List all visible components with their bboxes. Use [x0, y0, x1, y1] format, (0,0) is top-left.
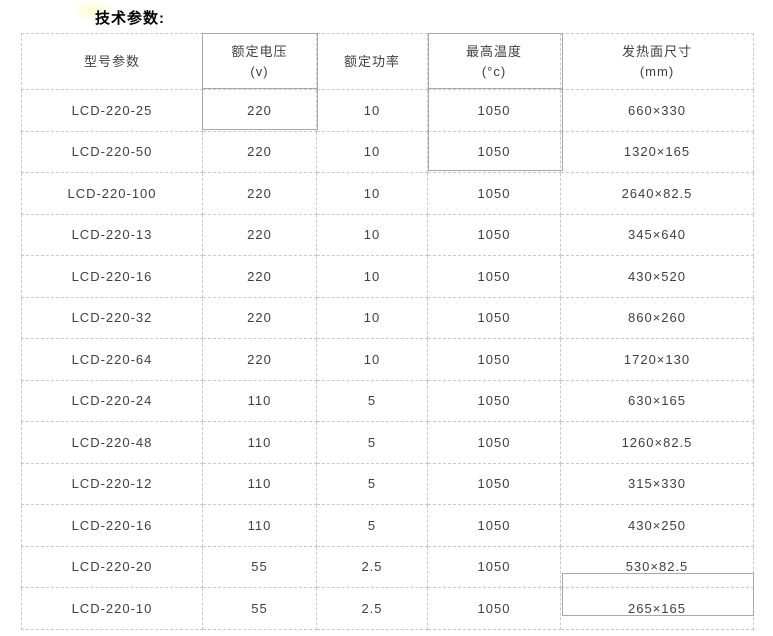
table-cell: 265×165	[560, 587, 754, 630]
table-cell: 2640×82.5	[560, 172, 754, 215]
table-cell: 220	[202, 89, 317, 132]
table-row: LCD-220-13 220 10 1050 345×640	[21, 213, 754, 256]
table-cell: LCD-220-16	[21, 255, 203, 298]
table-cell: 430×250	[560, 504, 754, 547]
table-cell: 1050	[427, 255, 561, 298]
table-cell: 220	[202, 338, 317, 381]
table-cell: LCD-220-20	[21, 545, 203, 588]
table-cell: 220	[202, 130, 317, 173]
table-cell: LCD-220-12	[21, 462, 203, 505]
table-cell: 110	[202, 504, 317, 547]
column-header: 型号参数	[21, 33, 203, 90]
table-cell: LCD-220-24	[21, 379, 203, 422]
table-cell: 1050	[427, 379, 561, 422]
table-cell: LCD-220-32	[21, 296, 203, 339]
table-cell: 2.5	[316, 545, 428, 588]
table-cell: 1050	[427, 338, 561, 381]
table-cell: 315×330	[560, 462, 754, 505]
table-cell: 10	[316, 338, 428, 381]
table-cell: 1050	[427, 130, 561, 173]
table-row: LCD-220-20 55 2.5 1050 530×82.5	[21, 545, 754, 588]
table-cell: 220	[202, 296, 317, 339]
table-cell: LCD-220-100	[21, 172, 203, 215]
table-row: LCD-220-50 220 10 1050 1320×165	[21, 130, 754, 173]
table-cell: 345×640	[560, 213, 754, 256]
table-cell: 630×165	[560, 379, 754, 422]
column-header: 最高温度 (°c)	[427, 33, 561, 90]
table-row: LCD-220-12 110 5 1050 315×330	[21, 462, 754, 505]
table-row: LCD-220-64 220 10 1050 1720×130	[21, 338, 754, 381]
table-cell: 1050	[427, 89, 561, 132]
table-cell: 220	[202, 255, 317, 298]
table-cell: 110	[202, 462, 317, 505]
table-cell: 5	[316, 379, 428, 422]
table-cell: 110	[202, 421, 317, 464]
column-header: 额定功率	[316, 33, 428, 90]
table-cell: 1050	[427, 587, 561, 630]
table-cell: 1050	[427, 421, 561, 464]
table-cell: 10	[316, 213, 428, 256]
table-cell: 1050	[427, 545, 561, 588]
table-row: LCD-220-16 110 5 1050 430×250	[21, 504, 754, 547]
table-cell: 660×330	[560, 89, 754, 132]
table-cell: 1050	[427, 172, 561, 215]
table-cell: LCD-220-25	[21, 89, 203, 132]
table-cell: LCD-220-13	[21, 213, 203, 256]
table-cell: 1050	[427, 296, 561, 339]
table-cell: 55	[202, 587, 317, 630]
table-cell: 110	[202, 379, 317, 422]
table-cell: 1720×130	[560, 338, 754, 381]
table-cell: LCD-220-48	[21, 421, 203, 464]
table-cell: 1260×82.5	[560, 421, 754, 464]
column-header: 发热面尺寸 (mm)	[560, 33, 754, 90]
table-cell: 5	[316, 504, 428, 547]
table-cell: LCD-220-10	[21, 587, 203, 630]
table-cell: 860×260	[560, 296, 754, 339]
table-cell: 430×520	[560, 255, 754, 298]
table-cell: 10	[316, 255, 428, 298]
table-cell: 530×82.5	[560, 545, 754, 588]
table-cell: 1050	[427, 504, 561, 547]
table-cell: 5	[316, 462, 428, 505]
table-cell: 220	[202, 172, 317, 215]
table-cell: 1050	[427, 462, 561, 505]
table-cell: 55	[202, 545, 317, 588]
table-cell: LCD-220-64	[21, 338, 203, 381]
table-cell: 10	[316, 89, 428, 132]
table-row: LCD-220-100 220 10 1050 2640×82.5	[21, 172, 754, 215]
table-cell: 10	[316, 172, 428, 215]
table-cell: 1050	[427, 213, 561, 256]
table-row: LCD-220-32 220 10 1050 860×260	[21, 296, 754, 339]
table-cell: 220	[202, 213, 317, 256]
table-row: LCD-220-25 220 10 1050 660×330	[21, 89, 754, 132]
table-cell: 10	[316, 130, 428, 173]
table-row: LCD-220-10 55 2.5 1050 265×165	[21, 587, 754, 630]
table-cell: 2.5	[316, 587, 428, 630]
table-cell: LCD-220-16	[21, 504, 203, 547]
table-cell: 5	[316, 421, 428, 464]
table-row: LCD-220-16 220 10 1050 430×520	[21, 255, 754, 298]
spec-table: 型号参数 额定电压 (v) 额定功率 最高温度 (°c) 发热面尺寸 (mm) LCD-220…	[21, 33, 754, 630]
table-cell: LCD-220-50	[21, 130, 203, 173]
table-row: LCD-220-48 110 5 1050 1260×82.5	[21, 421, 754, 464]
table-cell: 1320×165	[560, 130, 754, 173]
table-cell: 10	[316, 296, 428, 339]
table-header-row: 型号参数 额定电压 (v) 额定功率 最高温度 (°c) 发热面尺寸 (mm)	[21, 33, 754, 90]
table-row: LCD-220-24 110 5 1050 630×165	[21, 379, 754, 422]
page-title: 技术参数:	[95, 10, 165, 27]
column-header: 额定电压 (v)	[202, 33, 317, 90]
